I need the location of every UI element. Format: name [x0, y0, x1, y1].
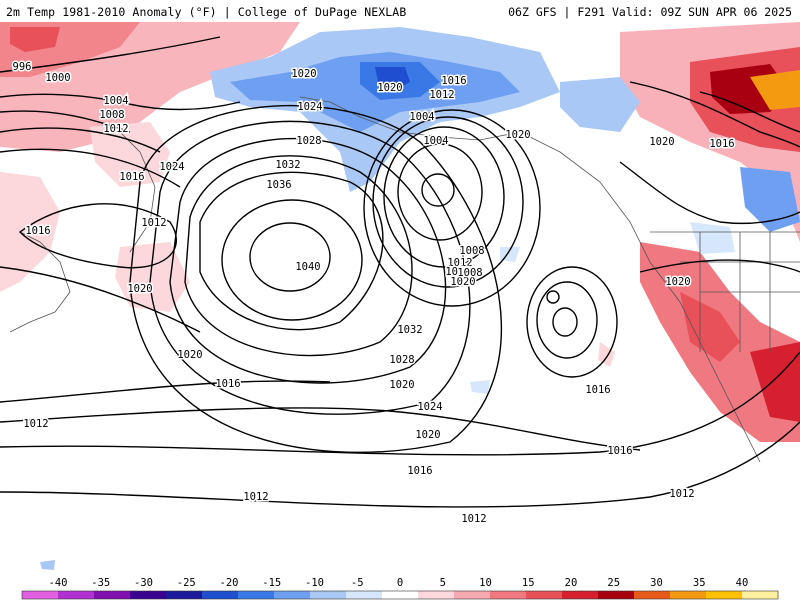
- colorbar-tick-label: 0: [396, 577, 404, 589]
- isobar-label: 1020: [649, 136, 674, 148]
- colorbar-segment: [22, 591, 59, 599]
- colorbar-tick-label: -30: [134, 577, 153, 589]
- colorbar-tick-label: -5: [350, 577, 364, 589]
- colorbar-segment: [238, 591, 275, 599]
- isobar-label: 1036: [266, 179, 291, 191]
- isobar-label: 1012: [141, 217, 166, 229]
- isobar-label: 1020: [291, 68, 316, 80]
- pressure-anomaly-map: 996 1000 1004 1008 1012 1016 1020 1024 1…: [0, 22, 800, 575]
- colorbar-segment: [346, 591, 383, 599]
- colorbar-tick-label: -25: [176, 577, 196, 589]
- colorbar-tick-label: -20: [219, 577, 239, 589]
- isobar-label: 1020: [127, 283, 152, 295]
- map-header: 2m Temp 1981-2010 Anomaly (°F) | College…: [0, 0, 800, 22]
- isobar-label: 1016: [25, 225, 50, 237]
- warm-anomaly-shading: [0, 22, 800, 442]
- colorbar-segment: [130, 591, 167, 599]
- colorbar-segment: [670, 591, 707, 599]
- colorbar-segment: [202, 591, 239, 599]
- isobar-label: 1016: [445, 266, 470, 278]
- isobar-label: 1020: [665, 276, 690, 288]
- colorbar-tick-label: -15: [262, 577, 282, 589]
- colorbar-segment: [166, 591, 203, 599]
- isobar-label: 1020: [415, 429, 440, 441]
- colorbar-segment: [598, 591, 635, 599]
- model-valid-time: 06Z GFS | F291 Valid: 09Z SUN APR 06 202…: [508, 5, 792, 19]
- isobar-label: 1016: [607, 445, 632, 457]
- isobar-label: 1032: [397, 324, 422, 336]
- isobar-label: 1020: [450, 276, 475, 288]
- colorbar-tick-label: 20: [564, 577, 578, 589]
- colorbar-tick-label: 5: [439, 577, 446, 589]
- isobar-label: 1012: [447, 257, 472, 269]
- isobar-label: 1000: [45, 72, 70, 84]
- colorbar-outline: [21, 590, 779, 600]
- isobar-label: 1024: [297, 101, 322, 113]
- isobar-label: 1012: [429, 89, 454, 101]
- isobar-label: 996: [13, 61, 32, 73]
- isobar-label: 1012: [23, 418, 48, 430]
- isobar-label: 1016: [119, 171, 144, 183]
- isobar-label: 1016: [441, 75, 466, 87]
- colorbar-segment: [310, 591, 347, 599]
- isobar-label: 1020: [389, 379, 414, 391]
- product-title: 2m Temp 1981-2010 Anomaly (°F) | College…: [6, 5, 407, 19]
- isobar-label: 1004: [103, 95, 128, 107]
- colorbar-segment: [382, 591, 419, 599]
- colorbar-segment: [418, 591, 455, 599]
- anomaly-colorbar: -40 -35 -30 -25 -20 -15 -10 -5 0 5 10 15 20 25 30 35 40: [0, 575, 800, 600]
- colorbar-tick-label: -40: [48, 577, 68, 589]
- isobar-label: 1024: [417, 401, 442, 413]
- isobar-label: 1024: [159, 161, 184, 173]
- cold-anomaly-shading: [40, 27, 800, 570]
- isobar-label: 1016: [215, 378, 240, 390]
- isobar-label: 1028: [296, 135, 321, 147]
- colorbar-segment: [526, 591, 563, 599]
- colorbar-tick-label: 25: [607, 577, 621, 589]
- isobar-label: 1004: [409, 111, 434, 123]
- colorbar-tick-label: -35: [91, 577, 111, 589]
- isobar-label: 1012: [103, 123, 128, 135]
- colorbar-tick-label: -10: [305, 577, 324, 589]
- isobar-label: 1016: [585, 384, 610, 396]
- isobar-label: 1020: [505, 129, 530, 141]
- colorbar-tick-label: 40: [735, 577, 749, 589]
- colorbar-tick-label: 30: [650, 577, 663, 589]
- colorbar-segment: [454, 591, 491, 599]
- colorbar-tick-label: 10: [479, 577, 492, 589]
- isobar-label: 1020: [177, 349, 202, 361]
- isobar-label: 1028: [389, 354, 414, 366]
- colorbar-segment: [742, 591, 779, 599]
- colorbar-segment: [562, 591, 599, 599]
- isobar-label: 1012: [461, 513, 486, 525]
- map-canvas: 996 1000 1004 1008 1012 1016 1020 1024 1…: [0, 22, 800, 570]
- colorbar-segment: [490, 591, 527, 599]
- colorbar-gradient: [21, 590, 779, 600]
- isobar-label: 1016: [407, 465, 432, 477]
- colorbar-tick-label: 35: [692, 577, 706, 589]
- isobar-lines: [0, 36, 800, 508]
- isobar-label: 1008: [457, 267, 482, 279]
- isobar-label: 1008: [459, 245, 484, 257]
- colorbar-segment: [94, 591, 131, 599]
- colorbar-tick-label: 15: [521, 577, 535, 589]
- colorbar-segment: [706, 591, 743, 599]
- colorbar-segment: [274, 591, 311, 599]
- isobar-labels: 996 1000 1004 1008 1012 1016 1020 1024 1…: [11, 60, 736, 527]
- colorbar-segment: [58, 591, 95, 599]
- isobar-label: 1008: [99, 109, 124, 121]
- colorbar-tick-labels: -40 -35 -30 -25 -20 -15 -10 -5 0 5 10 15 20 25 30 35 40: [0, 575, 800, 589]
- isobar-label: 1012: [243, 491, 268, 503]
- isobar-label: 1012: [669, 488, 694, 500]
- isobar-label: 1032: [275, 159, 300, 171]
- colorbar-segment: [634, 591, 671, 599]
- isobar-label: 1004: [423, 135, 448, 147]
- isobar-label: 1040: [295, 261, 320, 273]
- isobar-label: 1020: [377, 82, 402, 94]
- isobar-label: 1016: [709, 138, 734, 150]
